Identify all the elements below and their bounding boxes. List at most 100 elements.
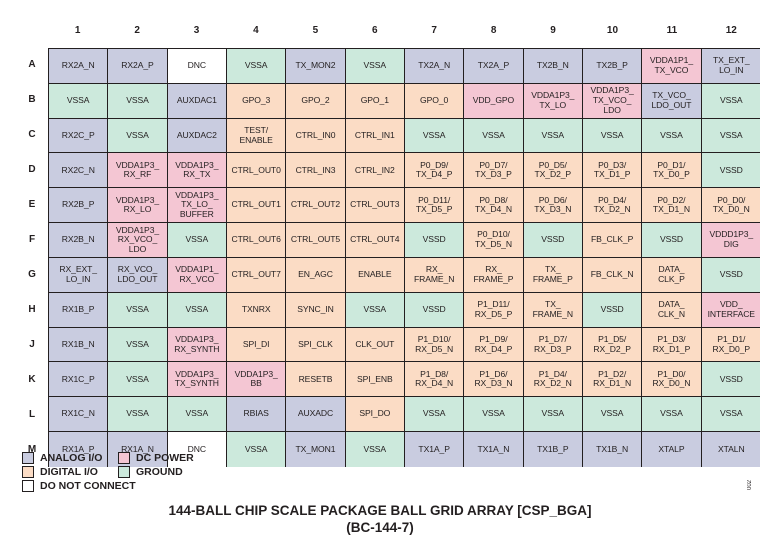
legend: ANALOG I/O DC POWER DIGITAL I/O GROUND D… [22, 452, 222, 496]
ball-ground: VSSA [345, 292, 405, 328]
row-header: E [28, 199, 36, 211]
ball-analog: AUXDAC2 [167, 118, 227, 154]
legend-item-ground: GROUND [118, 466, 183, 478]
legend-swatch-power [118, 452, 130, 464]
ball-analog: TX2B_N [523, 49, 583, 84]
ball-digital: SPI_CLK [286, 327, 346, 363]
ball-power: VDDA1P3_ RX_RF [108, 153, 168, 189]
ball-analog: AUXADC [286, 397, 346, 433]
ball-digital: TX_ FRAME_P [523, 257, 583, 293]
ball-digital: CTRL_OUT0 [226, 153, 287, 189]
ball-digital: CTRL_OUT6 [226, 223, 287, 258]
ball-power: VDDA1P3_ RX_TX [167, 153, 227, 189]
ball-ground: VSSA [701, 397, 760, 433]
ball-digital: TX_ FRAME_N [523, 292, 583, 328]
ball-analog: TX2B_P [582, 49, 643, 84]
ball-digital: CTRL_OUT5 [286, 223, 346, 258]
ball-digital: TXNRX [226, 292, 287, 328]
ball-digital: SYNC_IN [286, 292, 346, 328]
ball-ground: VSSA [464, 397, 524, 433]
ball-ground: VSSA [226, 49, 287, 84]
ball-ground: VSSA [404, 397, 465, 433]
diagram-title: 144-BALL CHIP SCALE PACKAGE BALL GRID AR… [168, 503, 592, 518]
ball-ground: VSSA [108, 327, 168, 363]
ball-ground: VSSA [167, 397, 227, 433]
ball-ground: VSSA [404, 118, 465, 154]
ball-analog: TX_MON1 [286, 432, 346, 467]
row-header: K [28, 373, 36, 385]
ball-dnc: DNC [167, 49, 227, 84]
ball-ground: VSSD [642, 223, 702, 258]
ball-power: VDD_ INTERFACE [701, 292, 760, 328]
column-header: 9 [550, 25, 556, 36]
ball-analog: AUXDAC1 [167, 83, 227, 119]
ball-ground: VSSA [226, 432, 287, 467]
legend-item-analog: ANALOG I/O [22, 452, 102, 464]
ball-analog: TX1B_N [582, 432, 643, 467]
ball-digital: P1_D0/ RX_D0_N [642, 362, 702, 398]
package-code: (BC-144-7) [346, 520, 414, 535]
ball-analog: TX_VCO_ LDO_OUT [642, 83, 702, 119]
ball-analog: RX2A_P [108, 49, 168, 84]
ball-analog: RX1C_P [49, 362, 109, 398]
ball-digital: P0_D4/ TX_D2_N [582, 188, 643, 224]
column-header: 3 [193, 25, 200, 36]
column-header: 5 [312, 25, 319, 36]
column-header: 12 [725, 25, 737, 36]
row-header: J [29, 338, 35, 350]
ball-power: VDDA1P3_ TX_SYNTH [167, 362, 227, 398]
row-header: H [28, 303, 36, 315]
legend-label-ground: GROUND [136, 466, 183, 478]
ball-ground: VSSD [701, 257, 760, 293]
legend-item-power: DC POWER [118, 452, 194, 464]
ball-ground: VSSA [108, 397, 168, 433]
legend-label-power: DC POWER [136, 452, 194, 464]
legend-item-dnc: DO NOT CONNECT [22, 480, 136, 492]
column-header: 7 [431, 25, 437, 36]
ball-ground: VSSD [404, 223, 465, 258]
ball-analog: RX2C_N [49, 153, 109, 189]
ball-power: VDDA1P3_ TX_LO_ BUFFER [167, 188, 227, 224]
ball-ground: VSSA [108, 118, 168, 154]
ball-digital: P0_D6/ TX_D3_N [523, 188, 583, 224]
ball-digital: RX_ FRAME_N [404, 257, 465, 293]
ball-digital: CTRL_OUT3 [345, 188, 405, 224]
figure-code: 002 [747, 480, 753, 491]
ball-analog: TX_EXT_ LO_IN [701, 49, 760, 84]
ball-analog: RX2B_N [49, 223, 109, 258]
ball-digital: P1_D3/ RX_D1_P [642, 327, 702, 363]
column-header: 6 [372, 25, 378, 36]
ball-digital: P1_D7/ RX_D3_P [523, 327, 583, 363]
ball-analog: RX2C_P [49, 118, 109, 154]
ball-analog: RX1C_N [49, 397, 109, 433]
ball-digital: CTRL_IN1 [345, 118, 405, 154]
ball-ground: VSSD [404, 292, 465, 328]
ball-digital: P0_D7/ TX_D3_P [464, 153, 524, 189]
ball-digital: P0_D11/ TX_D5_P [404, 188, 465, 224]
ball-power: VDDA1P1_ TX_VCO [642, 49, 702, 84]
ball-dnc: DNC [167, 432, 227, 467]
ball-ground: VSSD [523, 223, 583, 258]
ball-ground: VSSA [701, 83, 760, 119]
ball-analog: RX_VCO_ LDO_OUT [108, 257, 168, 293]
ball-digital: GPO_1 [345, 83, 405, 119]
row-header: B [28, 94, 36, 106]
ball-analog: RX2A_N [49, 49, 109, 84]
ball-analog: TX1A_P [404, 432, 465, 467]
ball-digital: GPO_0 [404, 83, 465, 119]
ball-digital: FB_CLK_P [582, 223, 643, 258]
ball-ground: VSSA [642, 397, 702, 433]
ball-digital: CTRL_IN2 [345, 153, 405, 189]
column-header: 1 [74, 25, 81, 36]
ball-analog: TX1B_P [523, 432, 583, 467]
ball-grid: RX2A_N RX2A_P DNC VSSA TX_MON2 VSSA TX2A_N TX2A… [48, 48, 760, 467]
ball-ground: VSSA [523, 397, 583, 433]
ball-analog: TX_MON2 [286, 49, 346, 84]
ball-digital: DATA_ CLK_P [642, 257, 702, 293]
ball-digital: P1_D8/ RX_D4_N [404, 362, 465, 398]
ball-analog: XTALP [642, 432, 702, 467]
ball-digital: P0_D9/ TX_D4_P [404, 153, 465, 189]
ball-digital: TEST/ ENABLE [226, 118, 287, 154]
legend-label-dnc: DO NOT CONNECT [40, 480, 136, 492]
ball-ground: VSSA [108, 362, 168, 398]
